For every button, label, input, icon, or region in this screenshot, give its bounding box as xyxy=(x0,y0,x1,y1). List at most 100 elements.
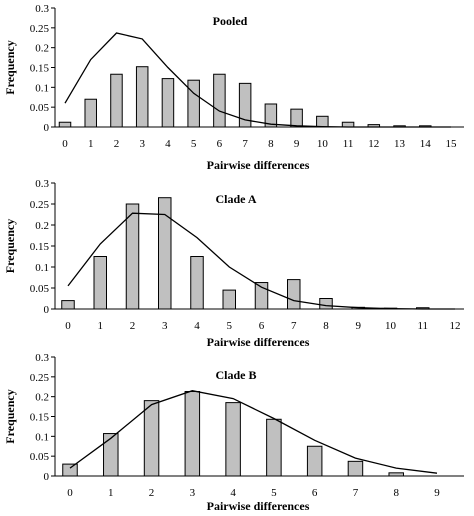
bar xyxy=(264,103,278,128)
bar xyxy=(213,73,226,128)
y-tick-label: 0.05 xyxy=(30,102,50,114)
y-tick-label: 0.1 xyxy=(35,262,49,274)
y-tick-label: 0.05 xyxy=(30,451,50,463)
x-tick-label: 8 xyxy=(268,138,274,150)
bar xyxy=(238,82,252,128)
y-tick-label: 0.3 xyxy=(35,3,49,15)
x-tick-label: 1 xyxy=(88,138,94,150)
x-tick-label: 11 xyxy=(343,138,354,150)
x-tick-label: 6 xyxy=(312,487,318,499)
bar xyxy=(110,73,123,128)
x-tick-label: 10 xyxy=(385,320,397,332)
bar xyxy=(93,256,107,310)
bar xyxy=(143,400,160,477)
x-tick-label: 12 xyxy=(368,138,379,150)
bar xyxy=(290,108,303,128)
chart-title: Clade A xyxy=(215,192,256,206)
y-axis-label: Frequency xyxy=(3,40,17,94)
x-tick-label: 14 xyxy=(420,138,432,150)
x-tick-label: 8 xyxy=(393,487,399,499)
x-tick-label: 0 xyxy=(65,320,71,332)
x-tick-label: 3 xyxy=(190,487,196,499)
y-axis-label: Frequency xyxy=(3,219,17,273)
bar xyxy=(388,472,404,477)
bar xyxy=(222,289,236,310)
y-tick-label: 0.15 xyxy=(30,63,50,75)
series-line xyxy=(67,212,455,310)
x-tick-label: 5 xyxy=(227,320,233,332)
bar xyxy=(103,433,119,477)
bar xyxy=(84,98,97,128)
x-tick-label: 2 xyxy=(114,138,120,150)
x-tick-label: 9 xyxy=(434,487,440,499)
x-axis-label: Pairwise differences xyxy=(207,499,310,513)
x-tick-label: 7 xyxy=(242,138,248,150)
x-tick-label: 1 xyxy=(98,320,104,332)
bar xyxy=(190,256,204,310)
bar xyxy=(184,391,201,477)
y-tick-label: 0.15 xyxy=(30,412,50,424)
x-tick-label: 0 xyxy=(67,487,73,499)
chart-panel-1: 00.050.10.150.20.250.30 1 2 3 4 5 6 7 8 9 10 11 12 13… xyxy=(3,3,464,172)
bar xyxy=(62,463,78,477)
bar xyxy=(266,418,282,477)
y-tick-label: 0.1 xyxy=(35,431,49,443)
bar xyxy=(287,279,301,310)
bar xyxy=(125,203,140,310)
bar xyxy=(61,300,75,310)
x-tick-label: 0 xyxy=(62,138,68,150)
chart-panel-2: 00.050.10.150.20.250.30 1 2 3 4 5 6 7 8 9 10 11 12Cl… xyxy=(3,178,464,349)
chart-panel-3: 0 0.05 0.1 0.15 0.2 0.25 0.3 0 1 2 3 4 5 6 7 8 9 Clade B P… xyxy=(3,352,464,513)
x-tick-label: 5 xyxy=(271,487,277,499)
x-tick-label: 5 xyxy=(191,138,197,150)
bar xyxy=(306,445,323,477)
y-tick-label: 0.25 xyxy=(30,372,50,384)
x-tick-label: 7 xyxy=(291,320,297,332)
x-tick-label: 12 xyxy=(450,320,461,332)
x-tick-label: 4 xyxy=(230,487,236,499)
x-tick-label: 2 xyxy=(130,320,136,332)
bar xyxy=(319,298,333,310)
x-tick-label: 13 xyxy=(394,138,406,150)
y-tick-label: 0 xyxy=(44,471,50,483)
x-tick-label: 9 xyxy=(356,320,362,332)
x-tick-label: 4 xyxy=(194,320,200,332)
bar xyxy=(161,78,175,128)
x-tick-label: 7 xyxy=(353,487,359,499)
x-tick-label: 9 xyxy=(294,138,300,150)
bar xyxy=(58,121,72,128)
bar xyxy=(341,121,355,128)
x-tick-label: 6 xyxy=(217,138,223,150)
x-tick-label: 6 xyxy=(259,320,265,332)
x-tick-label: 1 xyxy=(108,487,114,499)
x-tick-label: 2 xyxy=(149,487,155,499)
y-tick-label: 0.3 xyxy=(35,352,49,364)
y-tick-label: 0.25 xyxy=(30,199,50,211)
y-tick-label: 0.05 xyxy=(30,283,50,295)
series-line xyxy=(69,390,438,474)
bar xyxy=(135,66,149,128)
x-tick-label: 3 xyxy=(162,320,168,332)
x-axis-label: Pairwise differences xyxy=(207,158,310,172)
y-tick-label: 0.2 xyxy=(35,220,49,232)
bar xyxy=(347,460,364,477)
x-tick-label: 3 xyxy=(139,138,145,150)
y-tick-label: 0.2 xyxy=(35,392,49,404)
bar xyxy=(158,197,172,310)
x-tick-label: 8 xyxy=(323,320,329,332)
bar xyxy=(225,402,241,477)
y-tick-label: 0 xyxy=(44,122,50,134)
x-tick-label: 4 xyxy=(165,138,171,150)
x-axis-label: Pairwise differences xyxy=(207,335,310,349)
y-tick-label: 0 xyxy=(44,304,50,316)
y-tick-label: 0.1 xyxy=(35,82,49,94)
bar xyxy=(187,79,200,128)
chart-title: Pooled xyxy=(213,14,248,28)
x-tick-label: 11 xyxy=(417,320,428,332)
y-axis-label: Frequency xyxy=(3,389,17,443)
x-tick-label: 10 xyxy=(317,138,329,150)
bar xyxy=(316,115,329,128)
series-line xyxy=(64,32,451,128)
y-tick-label: 0.25 xyxy=(30,23,50,35)
y-tick-label: 0.3 xyxy=(35,178,49,190)
